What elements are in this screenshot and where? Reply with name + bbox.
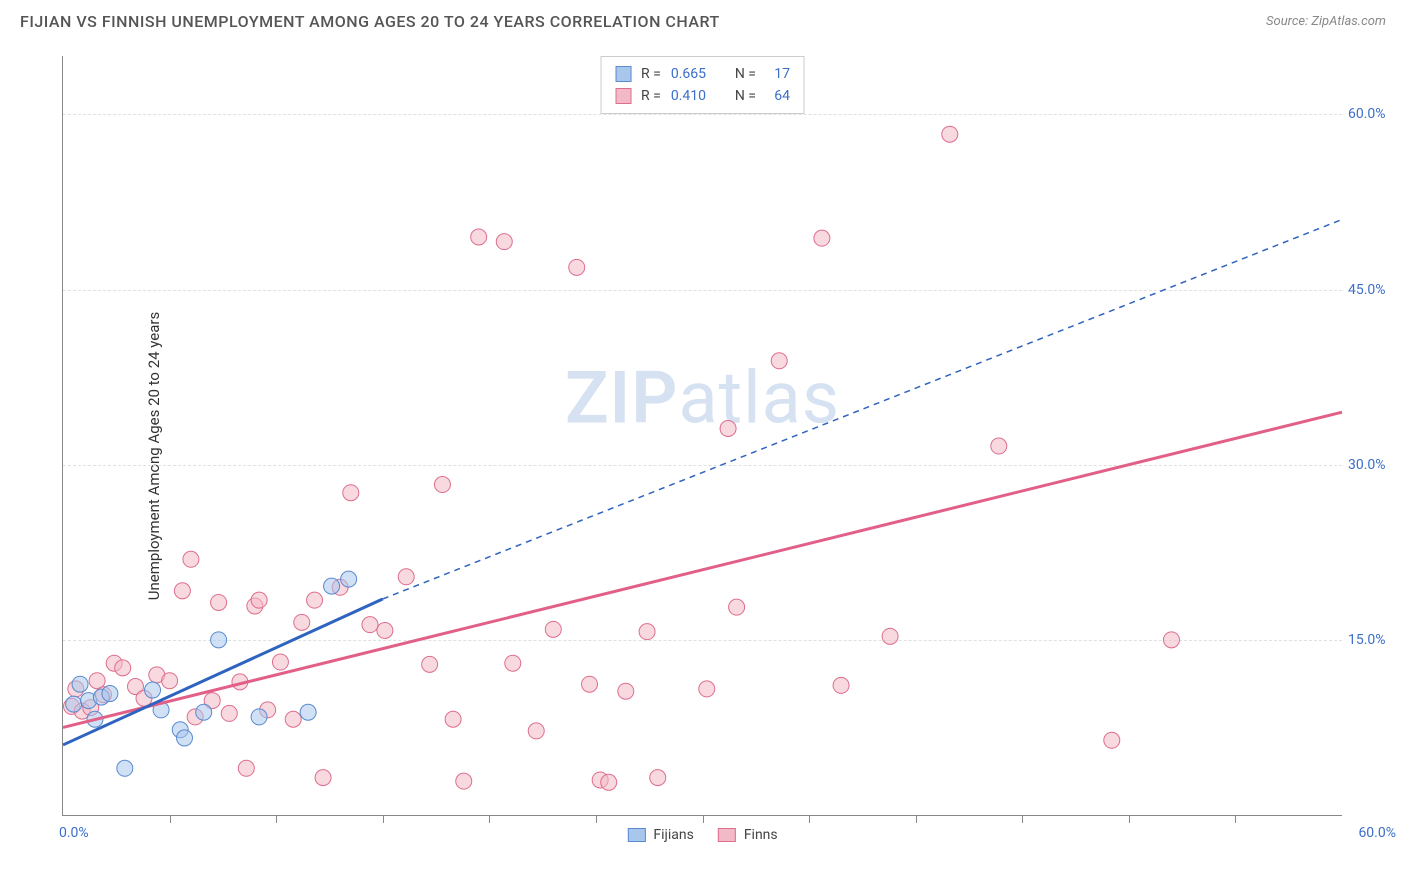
chart-area: Unemployment Among Ages 20 to 24 years Z…: [20, 46, 1386, 866]
y-tick-label: 30.0%: [1348, 457, 1400, 473]
legend-r-value-finns: 0.410: [671, 85, 717, 107]
chart-title: FIJIAN VS FINNISH UNEMPLOYMENT AMONG AGE…: [20, 12, 720, 31]
chart-source: Source: ZipAtlas.com: [1266, 14, 1386, 29]
legend-n-label: N =: [735, 85, 756, 107]
legend-swatch-finns-bottom: [718, 828, 736, 842]
legend-r-label: R =: [641, 85, 661, 107]
legend-n-value-finns: 64: [766, 85, 790, 107]
plot-area: ZIPatlas R = 0.665 N = 17 R = 0.410 N = …: [62, 56, 1342, 816]
legend-r-label: R =: [641, 63, 661, 85]
legend-n-value-fijians: 17: [766, 63, 790, 85]
y-tick-label: 15.0%: [1348, 632, 1400, 648]
legend-r-value-fijians: 0.665: [671, 63, 717, 85]
legend-row-finns: R = 0.410 N = 64: [615, 85, 790, 107]
legend-n-label: N =: [735, 63, 756, 85]
legend-row-fijians: R = 0.665 N = 17: [615, 63, 790, 85]
legend-correlation-box: R = 0.665 N = 17 R = 0.410 N = 64: [600, 56, 805, 114]
legend-swatch-fijians-bottom: [627, 828, 645, 842]
legend-label-fijians: Fijians: [653, 827, 693, 843]
legend-label-finns: Finns: [744, 827, 778, 843]
legend-item-fijians: Fijians: [627, 827, 693, 843]
plot-svg: [63, 56, 1342, 815]
y-tick-label: 45.0%: [1348, 282, 1400, 298]
legend-swatch-finns: [615, 88, 631, 104]
chart-header: FIJIAN VS FINNISH UNEMPLOYMENT AMONG AGE…: [0, 0, 1406, 39]
chart-container: FIJIAN VS FINNISH UNEMPLOYMENT AMONG AGE…: [0, 0, 1406, 892]
y-tick-label: 60.0%: [1348, 106, 1400, 122]
legend-bottom: Fijians Finns: [627, 827, 777, 843]
legend-swatch-fijians: [615, 66, 631, 82]
legend-item-finns: Finns: [718, 827, 778, 843]
x-tick-min: 0.0%: [59, 825, 89, 841]
x-tick-max: 60.0%: [1358, 825, 1396, 841]
